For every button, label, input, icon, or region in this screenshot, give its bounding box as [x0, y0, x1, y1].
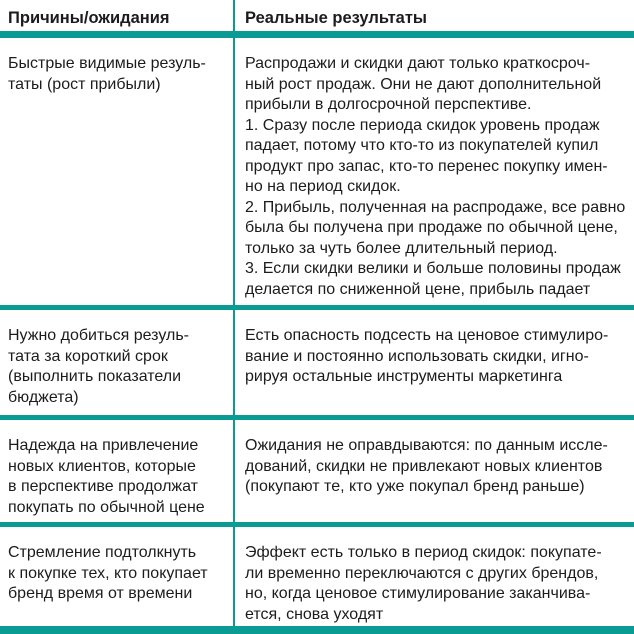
result-cell: Эффект есть только в период скидок: поку… [245, 544, 602, 623]
cause-cell: Нужно добиться резуль- тата за короткий … [0, 310, 235, 415]
result-cell: Ожидания не оправдываются: по данным исс… [245, 437, 608, 495]
table-header-row: Причины/ожидания Реальные результаты [0, 0, 634, 38]
column-header-results: Реальные результаты [245, 9, 427, 27]
result-cell: Распродажи и скидки дают только краткоср… [245, 55, 626, 298]
table-row: Стремление подтолкнуть к покупке тех, кт… [0, 527, 634, 634]
cause-cell: Надежда на привлечение новых клиентов, к… [0, 420, 235, 522]
table-row: Нужно добиться резуль- тата за короткий … [0, 310, 634, 420]
cause-cell: Стремление подтолкнуть к покупке тех, кт… [0, 527, 235, 626]
table-row: Надежда на привлечение новых клиентов, к… [0, 420, 634, 527]
result-cell: Есть опасность подсесть на ценовое стиму… [245, 327, 609, 385]
table-row: Быстрые видимые резуль- таты (рост прибы… [0, 38, 634, 310]
column-header-causes: Причины/ожидания [0, 0, 235, 31]
cause-cell: Быстрые видимые резуль- таты (рост прибы… [0, 38, 235, 305]
